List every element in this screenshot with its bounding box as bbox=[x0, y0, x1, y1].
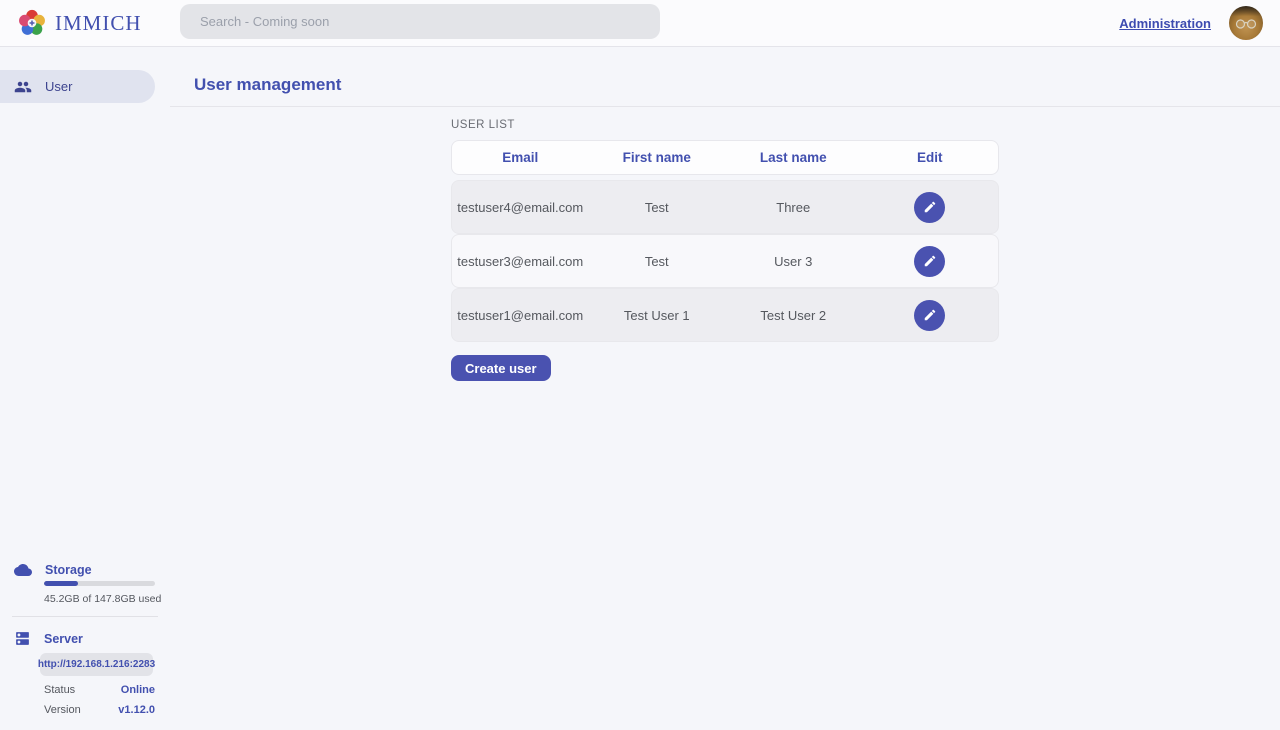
user-list-section: USER LIST Email First name Last name Edi… bbox=[451, 119, 999, 381]
version-label: Version bbox=[44, 704, 81, 716]
table-row: testuser3@email.com Test User 3 bbox=[451, 234, 999, 288]
column-header-edit: Edit bbox=[862, 150, 999, 165]
content-header: User management bbox=[170, 47, 1280, 107]
server-icon bbox=[14, 630, 31, 647]
cell-first-name: Test User 1 bbox=[589, 308, 726, 323]
column-header-first-name: First name bbox=[589, 150, 726, 165]
edit-user-button[interactable] bbox=[914, 246, 945, 277]
main-content: User management USER LIST Email First na… bbox=[170, 47, 1280, 730]
users-icon bbox=[14, 78, 32, 96]
sidebar-divider bbox=[12, 616, 158, 617]
storage-title: Storage bbox=[45, 563, 92, 577]
cell-last-name: Test User 2 bbox=[725, 308, 862, 323]
sidebar-item-user[interactable]: User bbox=[0, 70, 155, 103]
edit-user-button[interactable] bbox=[914, 300, 945, 331]
cell-email: testuser3@email.com bbox=[452, 254, 589, 269]
server-status-row: Status Online bbox=[44, 684, 155, 696]
cell-email: testuser1@email.com bbox=[452, 308, 589, 323]
app-brand[interactable]: IMMICH bbox=[17, 8, 142, 38]
user-avatar[interactable] bbox=[1229, 6, 1263, 40]
server-header: Server bbox=[0, 630, 170, 647]
storage-progress-bar bbox=[44, 581, 155, 586]
edit-user-button[interactable] bbox=[914, 192, 945, 223]
status-label: Status bbox=[44, 684, 75, 696]
table-row: testuser4@email.com Test Three bbox=[451, 180, 999, 234]
user-table: testuser4@email.com Test Three bbox=[451, 180, 999, 342]
column-header-last-name: Last name bbox=[725, 150, 862, 165]
app-name: IMMICH bbox=[55, 11, 142, 36]
cloud-icon bbox=[14, 563, 32, 577]
administration-link[interactable]: Administration bbox=[1119, 16, 1211, 31]
table-row: testuser1@email.com Test User 1 Test Use… bbox=[451, 288, 999, 342]
server-version-row: Version v1.12.0 bbox=[44, 704, 155, 716]
search-input[interactable] bbox=[200, 14, 640, 29]
status-value: Online bbox=[121, 684, 155, 696]
section-label: USER LIST bbox=[451, 119, 999, 131]
immich-logo-icon bbox=[17, 8, 47, 38]
sidebar-bottom: Storage 45.2GB of 147.8GB used Server ht… bbox=[0, 563, 170, 716]
table-header: Email First name Last name Edit bbox=[451, 140, 999, 175]
create-user-button[interactable]: Create user bbox=[451, 355, 551, 381]
search-bar[interactable] bbox=[180, 4, 660, 39]
glasses-icon bbox=[1235, 17, 1257, 30]
pencil-icon bbox=[923, 200, 937, 214]
sidebar-item-label: User bbox=[45, 79, 72, 94]
cell-first-name: Test bbox=[589, 254, 726, 269]
top-bar: IMMICH Administration bbox=[0, 0, 1280, 47]
cell-first-name: Test bbox=[589, 200, 726, 215]
column-header-email: Email bbox=[452, 150, 589, 165]
server-title: Server bbox=[44, 632, 83, 646]
server-url-badge: http://192.168.1.216:2283 bbox=[40, 653, 153, 676]
cell-email: testuser4@email.com bbox=[452, 200, 589, 215]
cell-last-name: User 3 bbox=[725, 254, 862, 269]
storage-progress-fill bbox=[44, 581, 78, 586]
version-value: v1.12.0 bbox=[118, 704, 155, 716]
page-title: User management bbox=[194, 76, 1280, 93]
sidebar: User Storage 45.2GB of 147.8GB used bbox=[0, 47, 170, 730]
storage-header: Storage bbox=[0, 563, 170, 577]
storage-usage-text: 45.2GB of 147.8GB used bbox=[44, 593, 170, 605]
pencil-icon bbox=[923, 308, 937, 322]
cell-last-name: Three bbox=[725, 200, 862, 215]
pencil-icon bbox=[923, 254, 937, 268]
